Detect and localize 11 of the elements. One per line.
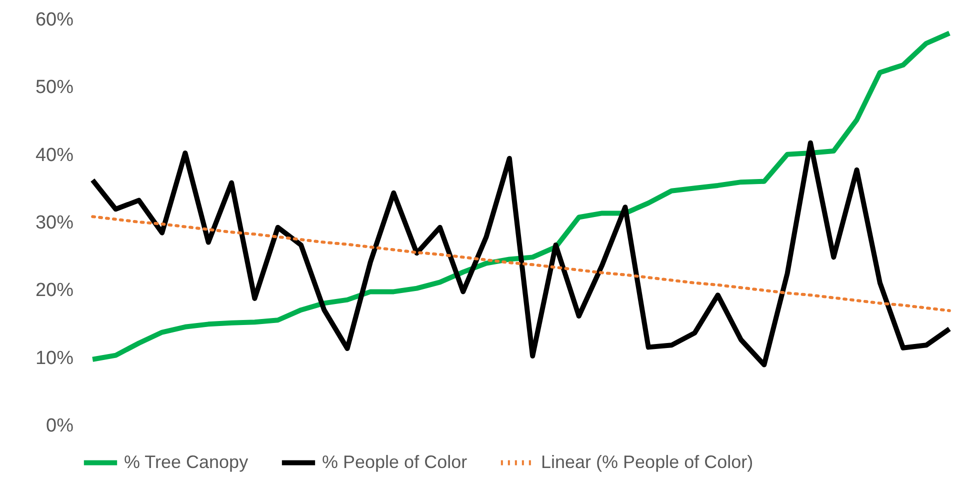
y-tick-label: 30% [35, 212, 74, 234]
y-tick-label: 60% [35, 10, 74, 30]
legend-label: % Tree Canopy [124, 452, 248, 472]
legend-label: % People of Color [322, 452, 468, 472]
y-tick-label: 10% [35, 348, 74, 369]
y-tick-label: 50% [35, 77, 74, 98]
y-tick-label: 20% [35, 280, 74, 302]
y-tick-label: 40% [35, 144, 74, 166]
line-series [91, 215, 951, 312]
y-tick-label: 0% [46, 416, 74, 436]
legend-label: Linear (% People of Color) [541, 452, 754, 472]
